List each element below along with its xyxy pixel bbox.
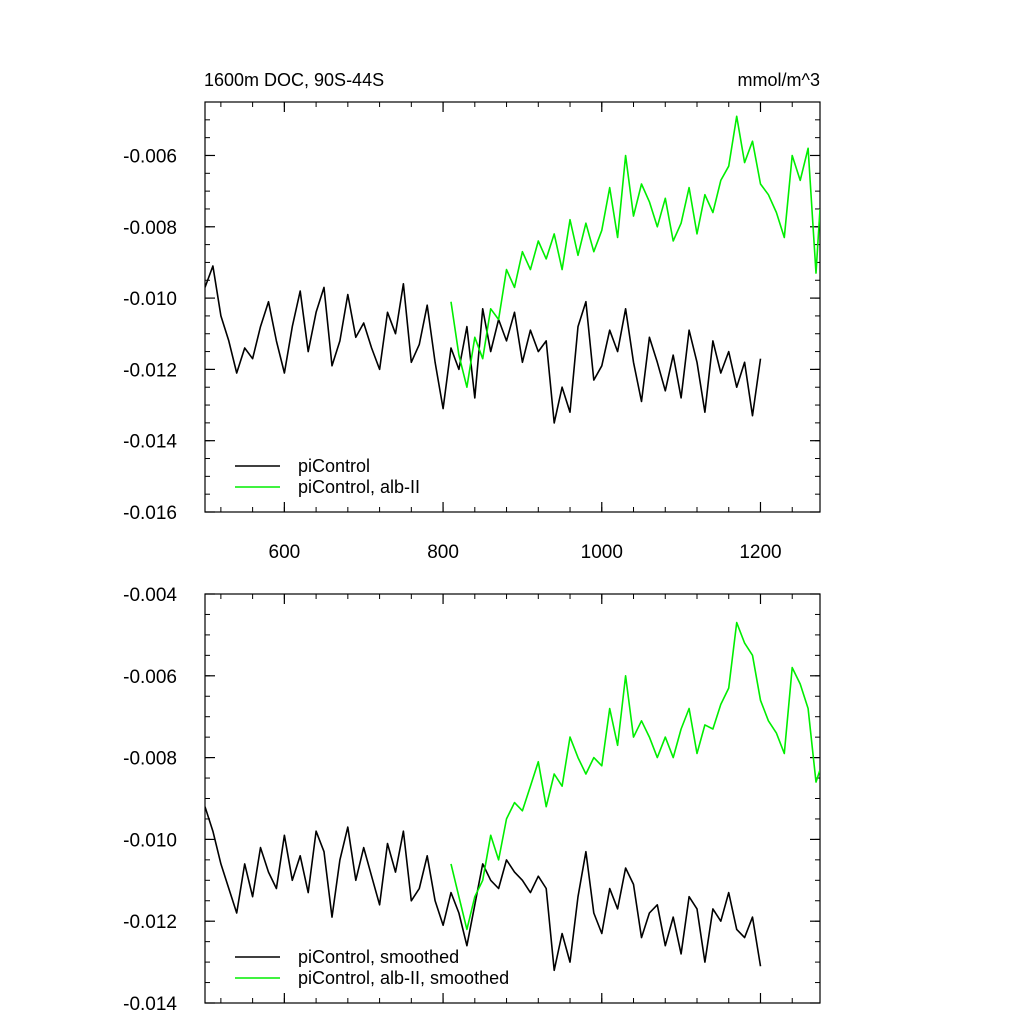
x-tick-label: 1200	[739, 542, 781, 563]
x-tick-label: 1000	[581, 542, 623, 563]
y-tick-label: -0.006	[123, 146, 177, 167]
y-tick-label: -0.016	[123, 503, 177, 524]
y-tick-label: -0.012	[123, 912, 177, 933]
series-line-picontrol	[205, 806, 762, 972]
y-tick-label: -0.014	[123, 994, 177, 1015]
x-tick-label: 600	[269, 542, 301, 563]
plot-frame	[204, 593, 821, 1004]
series-line-alb-ii	[450, 621, 820, 931]
bottom-panel: -0.014 -0.012 -0.010 -0.008 -0.006 -0.004 piCo…	[123, 585, 821, 1015]
chart-title: 1600m DOC, 90S-44S	[204, 70, 384, 90]
y-tick-label: -0.012	[123, 360, 177, 381]
x-tick-label: 800	[427, 542, 459, 563]
series-line-alb-ii	[450, 115, 820, 389]
units-label: mmol/m^3	[738, 70, 820, 90]
y-tick-label: -0.008	[123, 749, 177, 770]
y-tick-label: -0.010	[123, 289, 177, 310]
top-panel: 1600m DOC, 90S-44S mmol/m^3 -0.016 -0.014…	[123, 70, 821, 563]
legend-label: piControl, smoothed	[298, 947, 459, 967]
y-tick-label: -0.008	[123, 218, 177, 239]
series-line-picontrol	[205, 265, 762, 424]
legend-label: piControl	[298, 456, 370, 476]
y-tick-label: -0.010	[123, 830, 177, 851]
y-tick-label: -0.004	[123, 585, 177, 606]
y-tick-label: -0.014	[123, 432, 177, 453]
legend-label: piControl, alb-II, smoothed	[298, 968, 509, 988]
legend-label: piControl, alb-II	[298, 477, 420, 497]
y-tick-label: -0.006	[123, 667, 177, 688]
plot-frame	[204, 101, 821, 513]
